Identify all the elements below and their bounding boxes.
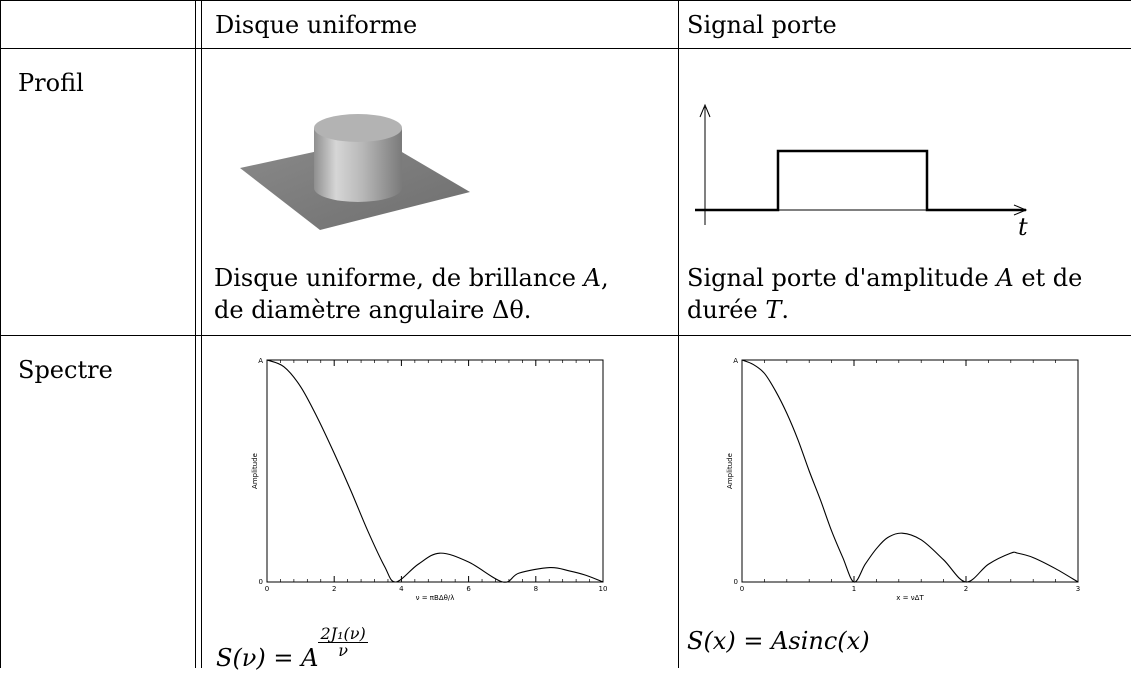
rect-caption-line2-pre: durée bbox=[687, 296, 766, 324]
x-tick-label: 4 bbox=[399, 585, 404, 593]
row-label-spectre: Spectre bbox=[18, 356, 113, 384]
rect-caption-line2-post: . bbox=[781, 296, 789, 324]
disc-caption-brightness-var: A bbox=[583, 264, 601, 292]
disc-cylinder-side bbox=[314, 128, 402, 202]
double-rule-a bbox=[195, 0, 196, 668]
x-axis-label: x = νΔT bbox=[896, 594, 924, 602]
x-tick-label: 8 bbox=[534, 585, 538, 593]
row-label-profil: Profil bbox=[18, 69, 84, 97]
x-tick-label: 3 bbox=[1076, 585, 1080, 593]
disc-spectrum-formula: S(ν) = A 2J₁(ν) ν bbox=[216, 626, 368, 673]
y-tick-label-a: A bbox=[733, 357, 738, 365]
rect-spectrum-formula: S(x) = Asinc(x) bbox=[687, 627, 870, 655]
plot-frame bbox=[741, 359, 1079, 583]
x-tick-label: 2 bbox=[964, 585, 968, 593]
x-tick-label: 2 bbox=[332, 585, 336, 593]
rect-signal-line bbox=[695, 149, 1026, 212]
rect-spectrum-chart: 0 1 2 3 0 Ax = νΔT Amplitude bbox=[726, 357, 1080, 602]
disc-spectrum-chart: 0 2 4 6 8 10 0 Aν = πBΔθ/λ Amplitude bbox=[251, 357, 608, 602]
rect-caption-line1: Signal porte d'amplitude A et de bbox=[687, 263, 1082, 293]
x-tick-label: 1 bbox=[852, 585, 856, 593]
header-disque-uniforme: Disque uniforme bbox=[215, 11, 418, 39]
header-row-border bbox=[0, 48, 1131, 49]
rect-axis-t-label: t bbox=[1018, 213, 1028, 241]
rect-caption-duration-var: T bbox=[765, 296, 782, 324]
disc-formula-numerator: 2J₁(ν) bbox=[318, 624, 368, 643]
profil-row-border bbox=[0, 335, 1131, 336]
disc-cylinder-top bbox=[314, 114, 402, 142]
y-axis-label: Amplitude bbox=[251, 453, 259, 489]
y-tick-label-a: A bbox=[258, 357, 263, 365]
spectrum-curve bbox=[266, 359, 604, 583]
rect-caption-amplitude-var: A bbox=[996, 264, 1014, 292]
header-signal-porte: Signal porte bbox=[687, 11, 837, 39]
double-rule-b bbox=[201, 0, 202, 668]
y-tick-label-zero: 0 bbox=[734, 578, 738, 586]
disc-caption-line2-pre: de diamètre angulaire bbox=[214, 296, 493, 324]
x-tick-label: 0 bbox=[740, 585, 744, 593]
disc-caption-line2: de diamètre angulaire Δθ. bbox=[214, 295, 531, 325]
y-axis-label: Amplitude bbox=[726, 453, 734, 489]
x-tick-label: 6 bbox=[466, 585, 471, 593]
x-axis-label: ν = πBΔθ/λ bbox=[416, 594, 455, 602]
x-tick-label: 10 bbox=[599, 585, 608, 593]
plot-frame bbox=[266, 359, 604, 583]
rect-caption-line1-pre: Signal porte d'amplitude bbox=[687, 264, 997, 292]
rect-caption-line1-post: et de bbox=[1013, 264, 1083, 292]
y-tick-label-zero: 0 bbox=[259, 578, 263, 586]
disc-caption-diameter-var: Δθ bbox=[492, 296, 524, 324]
spectrum-curve bbox=[741, 359, 1079, 583]
disc-caption-line1-pre: Disque uniforme, de brillance bbox=[214, 264, 584, 292]
column-divider bbox=[678, 0, 679, 668]
disc-caption-line1-post: , bbox=[600, 264, 609, 292]
rect-y-arrow bbox=[699, 103, 711, 118]
disc-formula-denominator: ν bbox=[338, 641, 348, 660]
disc-caption-line2-post: . bbox=[523, 296, 532, 324]
rect-signal-profile bbox=[695, 103, 1028, 225]
disc-formula-lhs: S(ν) = A bbox=[216, 644, 319, 672]
x-tick-label: 0 bbox=[265, 585, 269, 593]
table-left-border bbox=[0, 0, 1, 668]
table-top-border bbox=[0, 0, 1131, 1]
rect-caption-line2: durée T. bbox=[687, 295, 789, 325]
uniform-disc-illustration bbox=[240, 114, 470, 230]
disc-caption-line1: Disque uniforme, de brillance A, bbox=[214, 263, 609, 293]
